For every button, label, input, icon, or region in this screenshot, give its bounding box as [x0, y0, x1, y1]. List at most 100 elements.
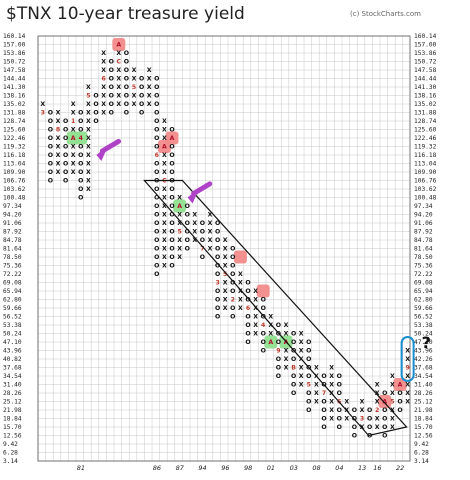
pf-x: X [162, 212, 167, 219]
x-tick: 16 [373, 464, 381, 472]
pf-x: X [71, 161, 76, 168]
pf-o: O [382, 390, 387, 397]
pf-x: X [253, 331, 258, 338]
pf-x: X [208, 237, 213, 244]
y-tick-left: 81.64 [3, 246, 22, 253]
pf-o: O [48, 152, 53, 159]
y-tick-right: 53.38 [414, 322, 433, 329]
pf-x: X [360, 407, 365, 414]
pf-x: X [299, 348, 304, 355]
pf-month-marker: 9 [405, 365, 409, 372]
pf-x: X [238, 297, 243, 304]
pf-x: X [375, 382, 380, 389]
pf-x: X [86, 127, 91, 134]
y-tick-left: 87.92 [3, 229, 22, 236]
pf-x: X [329, 373, 334, 380]
pf-o: O [48, 161, 53, 168]
y-tick-left: 100.48 [3, 195, 26, 202]
y-tick-right: 50.24 [414, 331, 433, 338]
y-tick-right: 6.28 [414, 450, 429, 457]
y-tick-right: 62.80 [414, 297, 433, 304]
pf-x: X [223, 263, 228, 270]
pf-x: X [284, 348, 289, 355]
pf-o: O [261, 297, 266, 304]
pf-x: X [192, 237, 197, 244]
pf-o: O [215, 271, 220, 278]
y-tick-right: 138.16 [414, 93, 437, 100]
pf-x: X [253, 314, 258, 321]
pf-x: X [268, 314, 273, 321]
y-tick-right: 3.14 [414, 458, 429, 465]
chart-title: $TNX 10-year treasure yield [6, 4, 245, 24]
pf-o: O [154, 76, 159, 83]
pf-o: O [215, 288, 220, 295]
pf-o: O [306, 356, 311, 363]
question-mark: ? [422, 333, 431, 352]
pf-o: O [261, 339, 266, 346]
pf-x: X [56, 144, 61, 151]
y-tick-left: 116.18 [3, 152, 26, 159]
y-tick-right: 106.76 [414, 178, 437, 185]
y-tick-left: 157.00 [3, 42, 26, 49]
pf-month-marker: 2 [375, 407, 379, 414]
trend-box [143, 179, 408, 437]
y-tick-right: 157.00 [414, 42, 437, 49]
y-tick-right: 100.48 [414, 195, 437, 202]
highlight-red [256, 284, 270, 298]
highlight-green [74, 131, 88, 145]
pf-o: O [169, 212, 174, 219]
pf-x: X [208, 220, 213, 227]
pf-o: O [291, 373, 296, 380]
pf-month-highlight: A [170, 135, 175, 142]
pf-o: O [245, 297, 250, 304]
highlight-green [264, 335, 278, 349]
pf-x: X [177, 237, 182, 244]
pf-x: X [71, 110, 76, 117]
pf-o: O [154, 237, 159, 244]
pf-o: O [154, 169, 159, 176]
x-tick: 04 [335, 464, 343, 472]
pf-o: O [154, 271, 159, 278]
pf-x: X [375, 416, 380, 423]
pf-o: O [78, 186, 83, 193]
pf-o: O [352, 433, 357, 440]
y-tick-left: 75.36 [3, 263, 22, 270]
pf-x: X [56, 110, 61, 117]
pf-x: X [238, 288, 243, 295]
pf-x: X [71, 169, 76, 176]
pf-o: O [78, 195, 83, 202]
pf-o: O [154, 195, 159, 202]
pf-o: O [306, 407, 311, 414]
pf-x: X [147, 84, 152, 91]
y-tick-left: 9.42 [3, 441, 18, 448]
pf-x: X [132, 76, 137, 83]
pf-o: O [397, 390, 402, 397]
pf-x: X [314, 399, 319, 406]
pf-x: X [147, 93, 152, 100]
pf-o: O [321, 407, 326, 414]
pf-x: X [268, 322, 273, 329]
pf-o: O [139, 101, 144, 108]
pf-o: O [169, 246, 174, 253]
pf-o: O [78, 127, 83, 134]
pf-x: X [329, 416, 334, 423]
pf-x: X [223, 280, 228, 287]
y-tick-right: 94.20 [414, 212, 433, 219]
y-tick-left: 12.56 [3, 433, 22, 440]
pf-month-highlight: A [284, 339, 289, 346]
y-tick-right: 150.72 [414, 59, 437, 66]
pf-month-highlight: A [71, 135, 76, 142]
pf-x: X [238, 280, 243, 287]
y-tick-left: 131.88 [3, 110, 26, 117]
pf-x: X [314, 382, 319, 389]
pf-x: X [192, 212, 197, 219]
y-tick-right: 18.84 [414, 416, 433, 423]
pf-x: X [162, 254, 167, 261]
pf-x: X [147, 101, 152, 108]
pf-month-marker: 7 [200, 246, 204, 253]
pf-x: X [390, 382, 395, 389]
pf-x: X [56, 118, 61, 125]
pf-x: X [390, 424, 395, 431]
pf-o: O [367, 433, 372, 440]
